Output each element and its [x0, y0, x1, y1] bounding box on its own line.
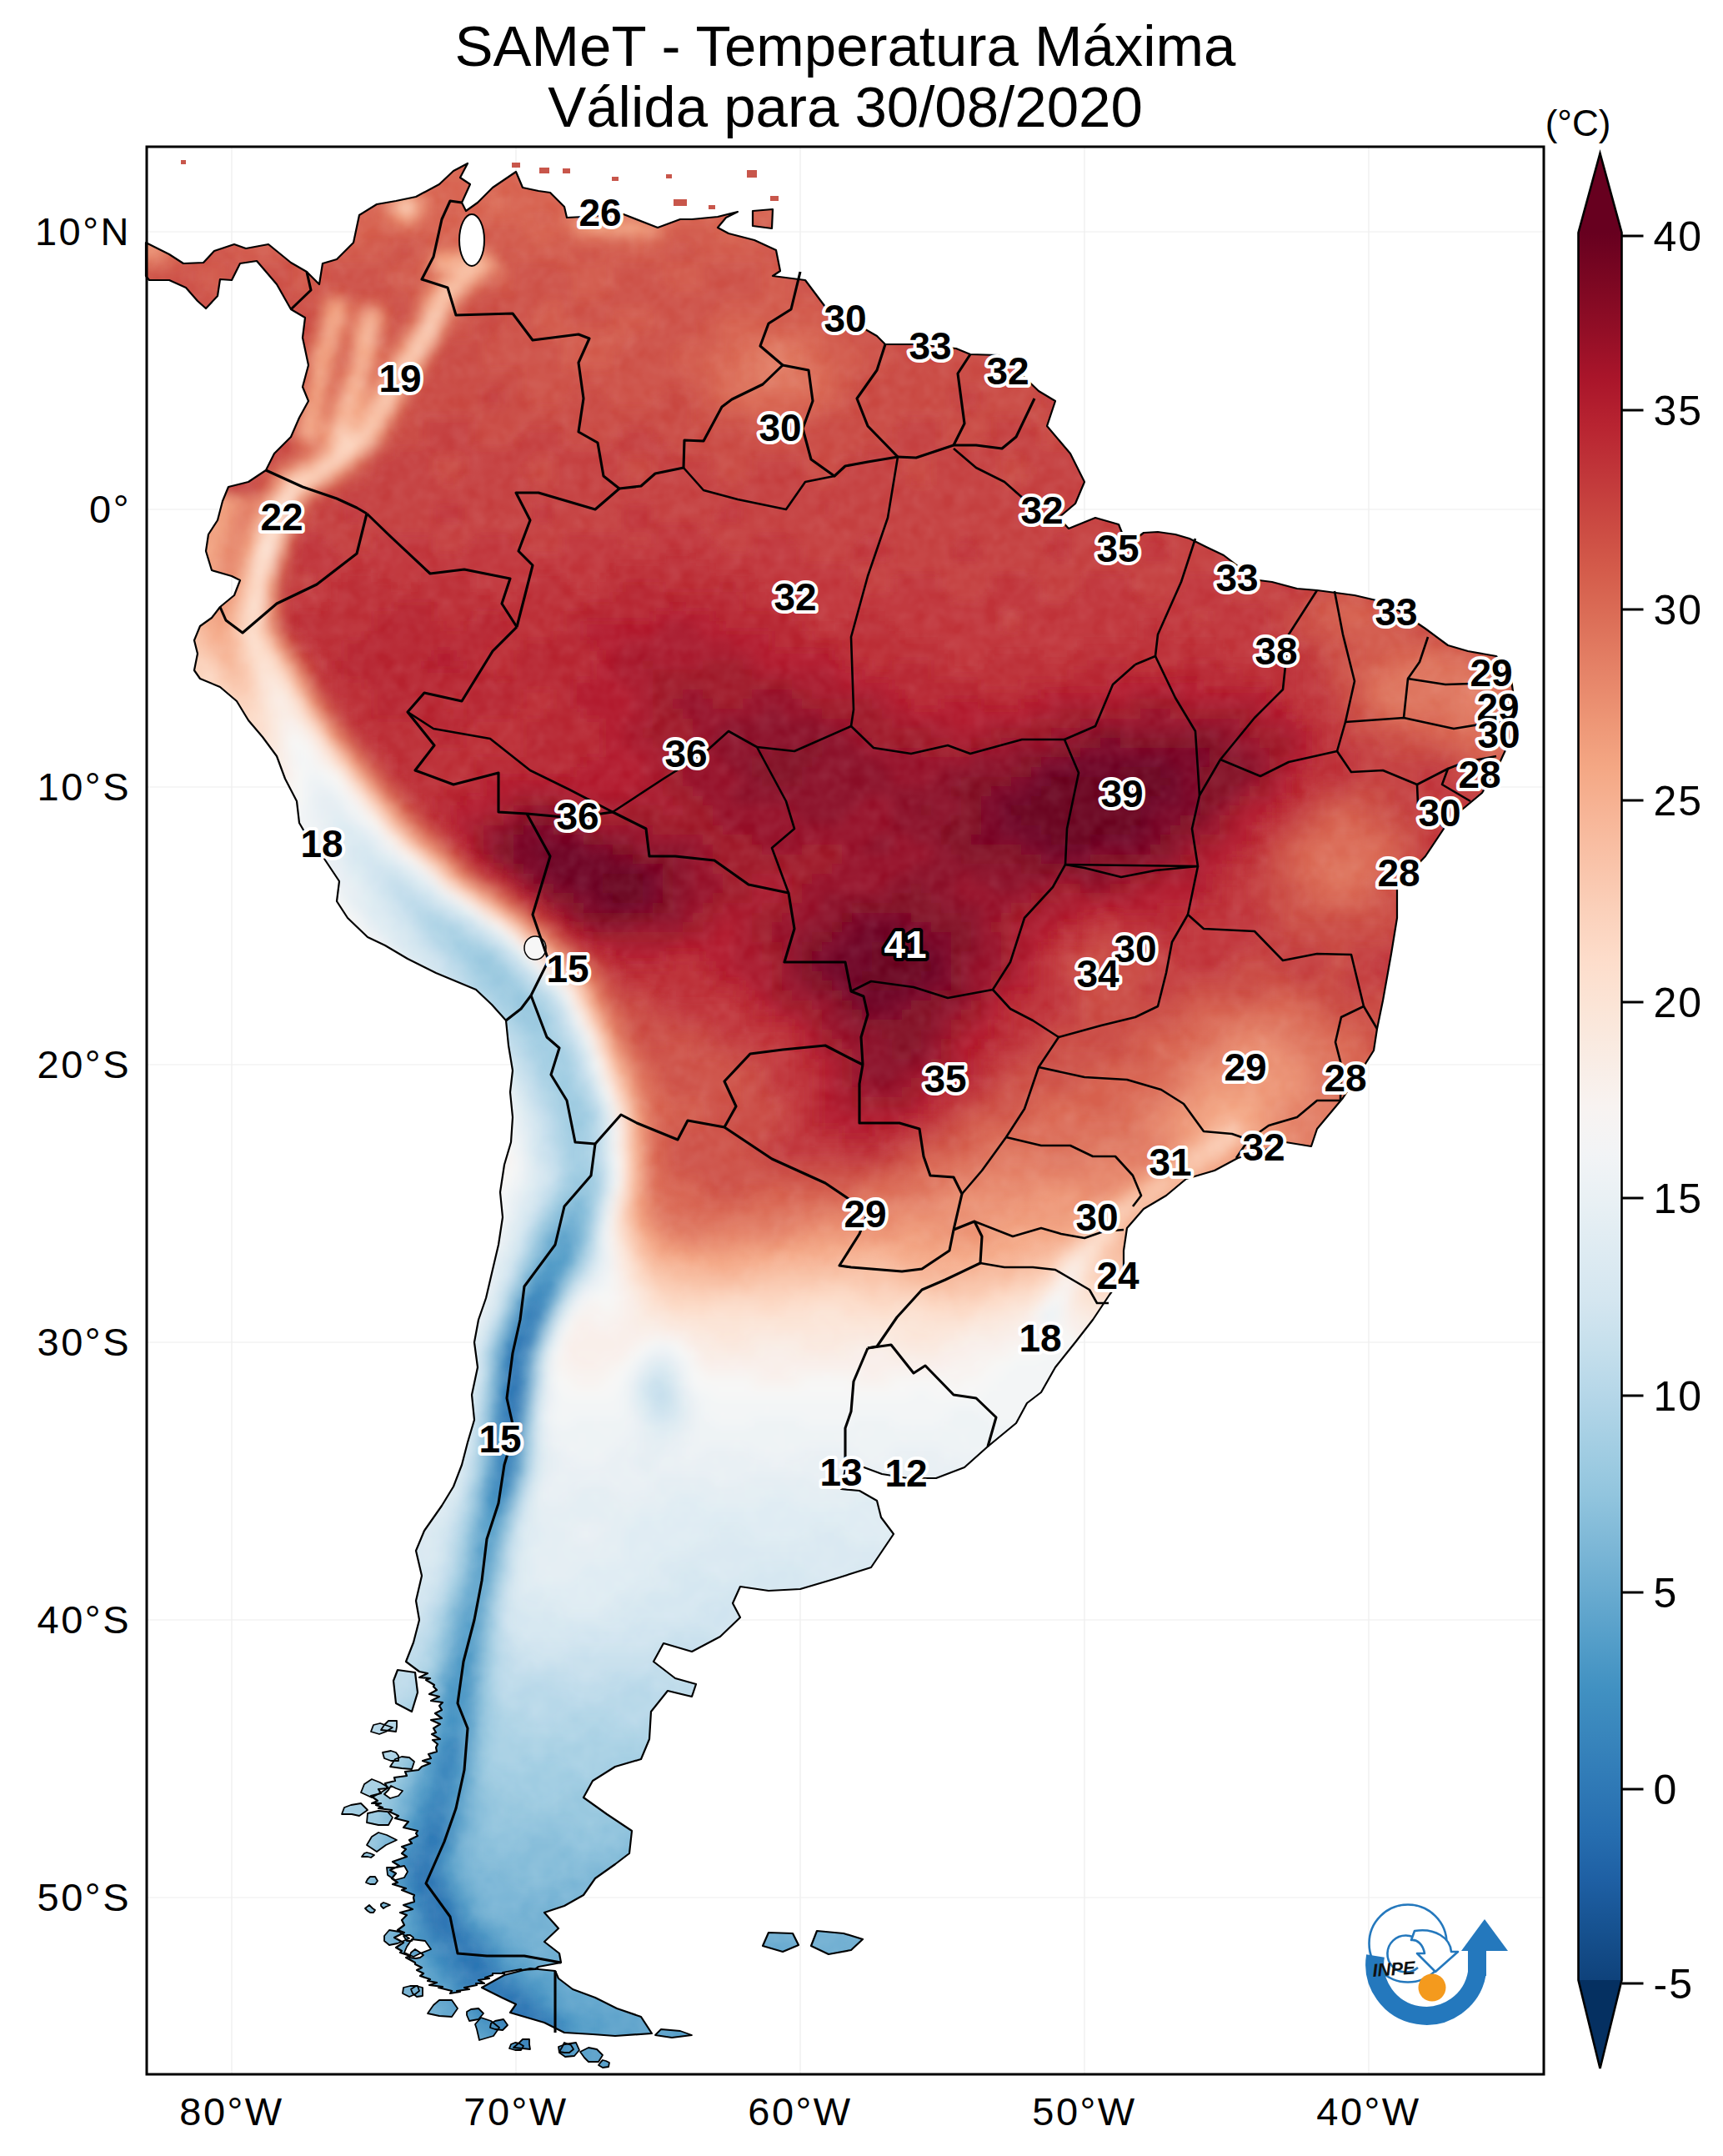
svg-text:28: 28: [1458, 753, 1500, 796]
svg-text:22: 22: [260, 495, 303, 539]
svg-text:(°C): (°C): [1545, 103, 1611, 143]
svg-text:30°S: 30°S: [38, 1320, 131, 1364]
svg-text:39: 39: [1100, 772, 1143, 815]
svg-text:SAMeT - Temperatura Máxima: SAMeT - Temperatura Máxima: [455, 14, 1237, 78]
svg-text:36: 36: [664, 732, 707, 775]
svg-text:10°N: 10°N: [35, 209, 131, 253]
svg-text:20: 20: [1654, 980, 1704, 1026]
svg-text:31: 31: [1149, 1141, 1191, 1184]
svg-text:Válida para 30/08/2020: Válida para 30/08/2020: [548, 75, 1143, 139]
svg-text:40: 40: [1654, 213, 1704, 260]
svg-text:35: 35: [924, 1057, 966, 1101]
svg-text:15: 15: [546, 947, 589, 990]
svg-text:30: 30: [1114, 927, 1156, 970]
svg-text:35: 35: [1654, 388, 1704, 434]
svg-text:29: 29: [844, 1192, 886, 1236]
svg-text:10°S: 10°S: [38, 765, 131, 809]
svg-text:29: 29: [1224, 1045, 1266, 1089]
svg-text:34: 34: [1076, 952, 1119, 995]
svg-text:30: 30: [824, 297, 866, 340]
svg-text:60°W: 60°W: [748, 2089, 852, 2133]
svg-text:32: 32: [986, 349, 1029, 393]
svg-text:28: 28: [1377, 851, 1420, 895]
svg-text:30: 30: [759, 406, 801, 449]
svg-text:30: 30: [1075, 1196, 1118, 1239]
svg-text:33: 33: [1215, 556, 1258, 599]
svg-text:24: 24: [1096, 1254, 1139, 1297]
svg-text:30: 30: [1418, 791, 1460, 835]
svg-text:18: 18: [1019, 1316, 1061, 1360]
svg-text:40°W: 40°W: [1316, 2089, 1420, 2133]
svg-text:32: 32: [774, 575, 816, 619]
svg-text:0: 0: [1654, 1767, 1679, 1813]
svg-text:32: 32: [1020, 489, 1063, 532]
svg-text:30: 30: [1654, 587, 1704, 634]
svg-text:12: 12: [884, 1452, 927, 1495]
svg-text:10: 10: [1654, 1373, 1704, 1420]
svg-text:30: 30: [1477, 713, 1520, 756]
svg-text:5: 5: [1654, 1570, 1679, 1617]
svg-text:36: 36: [556, 795, 599, 838]
svg-text:35: 35: [1096, 527, 1139, 570]
svg-text:19: 19: [378, 357, 421, 400]
svg-text:15: 15: [1654, 1176, 1704, 1222]
svg-text:20°S: 20°S: [38, 1042, 131, 1086]
svg-text:-5: -5: [1654, 1961, 1694, 2008]
svg-text:50°W: 50°W: [1032, 2089, 1136, 2133]
svg-text:41: 41: [884, 923, 926, 966]
svg-text:80°W: 80°W: [179, 2089, 283, 2133]
svg-text:0°: 0°: [89, 487, 131, 531]
svg-text:40°S: 40°S: [38, 1597, 131, 1642]
svg-text:INPE: INPE: [1372, 1957, 1417, 1981]
svg-text:15: 15: [478, 1417, 521, 1461]
svg-text:38: 38: [1255, 629, 1297, 673]
svg-text:28: 28: [1324, 1056, 1366, 1100]
svg-text:33: 33: [909, 324, 951, 368]
svg-text:50°S: 50°S: [38, 1875, 131, 1919]
svg-text:26: 26: [579, 191, 621, 234]
svg-text:25: 25: [1654, 778, 1704, 825]
svg-text:70°W: 70°W: [463, 2089, 568, 2133]
svg-text:32: 32: [1242, 1126, 1285, 1169]
svg-text:33: 33: [1375, 590, 1417, 634]
svg-text:18: 18: [300, 822, 343, 865]
svg-text:13: 13: [819, 1451, 862, 1494]
